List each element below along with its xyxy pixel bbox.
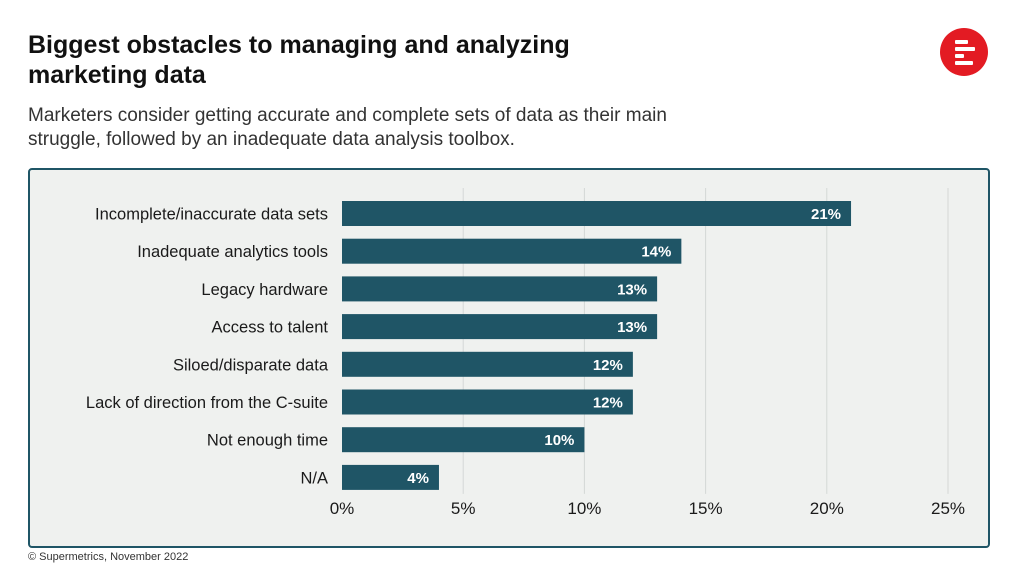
x-tick-label: 5% xyxy=(451,499,476,518)
x-tick-label: 10% xyxy=(567,499,601,518)
x-tick-label: 25% xyxy=(931,499,965,518)
category-label: Access to talent xyxy=(212,319,329,337)
bar xyxy=(342,389,633,415)
chart-title: Biggest obstacles to managing and analyz… xyxy=(28,31,570,89)
bar xyxy=(342,351,633,377)
category-label: N/A xyxy=(300,469,328,487)
category-label: Incomplete/inaccurate data sets xyxy=(95,206,328,224)
x-tick-label: 0% xyxy=(330,499,355,518)
bar xyxy=(342,427,585,453)
category-label: Siloed/disparate data xyxy=(173,356,329,374)
data-label: 14% xyxy=(641,244,671,261)
data-label: 12% xyxy=(593,357,623,374)
data-label: 21% xyxy=(811,206,841,223)
category-label: Legacy hardware xyxy=(201,281,328,299)
bar xyxy=(342,238,682,264)
supermetrics-logo-icon xyxy=(940,28,988,76)
x-tick-label: 15% xyxy=(689,499,723,518)
data-label: 13% xyxy=(617,319,647,336)
bar-chart: 0% 5% 10% 15% 20% 25% Incomplete/inaccurate da… xyxy=(86,188,965,518)
bar xyxy=(342,201,852,226)
category-label: Lack of direction from the C-suite xyxy=(86,394,328,412)
x-tick-label: 20% xyxy=(810,499,844,518)
category-label: Inadequate analytics tools xyxy=(137,243,328,261)
chart-subtitle: Marketers consider getting accurate and … xyxy=(28,105,667,150)
data-label: 12% xyxy=(593,395,623,412)
data-label: 13% xyxy=(617,281,647,298)
source-credit: © Supermetrics, November 2022 xyxy=(28,551,189,563)
category-label: Not enough time xyxy=(207,432,328,450)
bar xyxy=(342,464,439,490)
bar xyxy=(342,276,658,302)
bar xyxy=(342,314,658,340)
data-label: 4% xyxy=(407,470,429,487)
chart-frame: 0% 5% 10% 15% 20% 25% Incomplete/inaccurate da… xyxy=(28,168,990,548)
data-label: 10% xyxy=(544,432,574,449)
